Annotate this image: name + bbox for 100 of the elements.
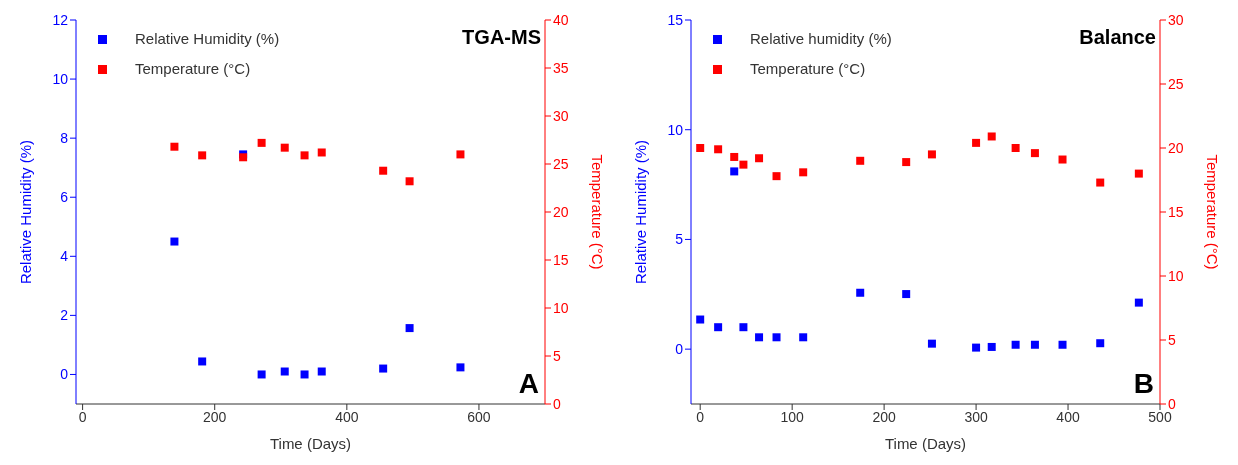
annotation: A — [518, 368, 539, 400]
legend-label: Relative humidity (%) — [750, 29, 892, 49]
point — [1096, 339, 1105, 348]
point — [696, 144, 705, 152]
x-axis-title: Time (Days) — [269, 435, 352, 452]
point — [1011, 144, 1020, 152]
x-tick-label: 0 — [696, 408, 705, 425]
y2-tick-label: 15 — [1168, 203, 1184, 220]
y-tick-label: 0 — [675, 341, 684, 358]
point — [198, 357, 207, 366]
x-tick-label: 400 — [1056, 408, 1080, 425]
y2-tick-label: 5 — [1168, 331, 1176, 348]
point — [772, 172, 781, 181]
y2-axis-title: Temperature (°C) — [588, 154, 606, 270]
annotation: B — [1133, 368, 1154, 400]
point — [317, 148, 326, 157]
point — [1030, 340, 1039, 349]
y2-axis-title: Temperature (°C) — [1203, 154, 1221, 270]
point — [739, 323, 748, 332]
point — [317, 367, 326, 376]
y-tick-label: 10 — [52, 71, 69, 88]
y2-tick-label: 25 — [1168, 75, 1184, 92]
y2-tick-label: 30 — [553, 107, 569, 124]
point — [902, 158, 911, 167]
y-tick-label: 5 — [675, 231, 684, 248]
annotation: TGA-MS — [462, 26, 541, 49]
point — [257, 370, 266, 379]
y2-tick-label: 20 — [553, 203, 569, 220]
legend-label: Relative Humidity (%) — [135, 29, 280, 49]
point — [456, 150, 465, 159]
y2-tick-label: 35 — [553, 59, 569, 76]
point — [714, 145, 723, 154]
point — [379, 166, 388, 175]
x-tick-label: 400 — [335, 408, 359, 425]
point — [927, 339, 936, 348]
point — [730, 152, 739, 161]
x-tick-label: 300 — [964, 408, 988, 425]
x-tick-label: 100 — [780, 408, 805, 425]
y-tick-label: 8 — [60, 130, 69, 147]
point — [1058, 340, 1067, 349]
point — [1134, 169, 1143, 178]
y2-tick-label: 10 — [1168, 267, 1184, 284]
y-tick-label: 15 — [667, 11, 684, 28]
point — [280, 143, 289, 152]
point — [300, 151, 309, 160]
annotation: Balance — [1079, 26, 1156, 49]
x-axis-title: Time (Days) — [884, 435, 967, 452]
point — [987, 342, 996, 351]
point — [730, 167, 739, 176]
y-tick-label: 10 — [667, 121, 684, 138]
y2-tick-label: 10 — [553, 299, 569, 316]
y-tick-label: 4 — [60, 248, 69, 265]
y-tick-label: 2 — [60, 307, 69, 324]
x-tick-label: 200 — [203, 408, 227, 425]
point — [972, 343, 981, 352]
point — [379, 364, 388, 373]
point — [799, 168, 808, 177]
y2-tick-label: 30 — [1168, 11, 1184, 28]
x-tick-label: 200 — [872, 408, 897, 425]
point — [456, 363, 465, 372]
point — [1030, 149, 1039, 158]
point — [696, 315, 705, 324]
point — [714, 323, 723, 332]
point — [198, 151, 207, 160]
point — [1134, 298, 1143, 307]
point — [300, 370, 309, 379]
point — [755, 333, 764, 342]
x-tick-label: 0 — [78, 408, 87, 425]
y2-tick-label: 25 — [553, 155, 569, 172]
point — [170, 237, 179, 246]
point — [927, 150, 936, 159]
point — [280, 367, 289, 376]
point — [972, 138, 981, 147]
y-tick-label: 0 — [60, 366, 69, 383]
point — [170, 142, 179, 151]
point — [1058, 155, 1067, 164]
y-tick-label: 6 — [60, 189, 69, 206]
legend-label: Temperature (°C) — [135, 59, 251, 79]
point — [799, 333, 808, 342]
point — [1096, 178, 1105, 187]
x-tick-label: 600 — [467, 408, 491, 425]
point — [772, 333, 781, 342]
point — [405, 177, 414, 186]
y2-tick-label: 5 — [553, 347, 561, 364]
point — [1011, 340, 1020, 349]
point — [987, 132, 996, 141]
y-tick-label: 12 — [52, 11, 69, 28]
y-axis-title: Relative Humidity (%) — [632, 139, 650, 285]
point — [902, 290, 911, 299]
y2-tick-label: 15 — [553, 251, 569, 268]
point — [755, 154, 764, 163]
legend-label: Temperature (°C) — [750, 59, 866, 79]
point — [739, 160, 748, 169]
point — [405, 324, 414, 333]
y-axis-title: Relative Humidity (%) — [17, 139, 35, 285]
point — [856, 288, 865, 297]
y2-tick-label: 0 — [553, 395, 561, 412]
point — [856, 156, 865, 165]
y2-tick-label: 20 — [1168, 139, 1184, 156]
y2-tick-label: 40 — [553, 11, 569, 28]
